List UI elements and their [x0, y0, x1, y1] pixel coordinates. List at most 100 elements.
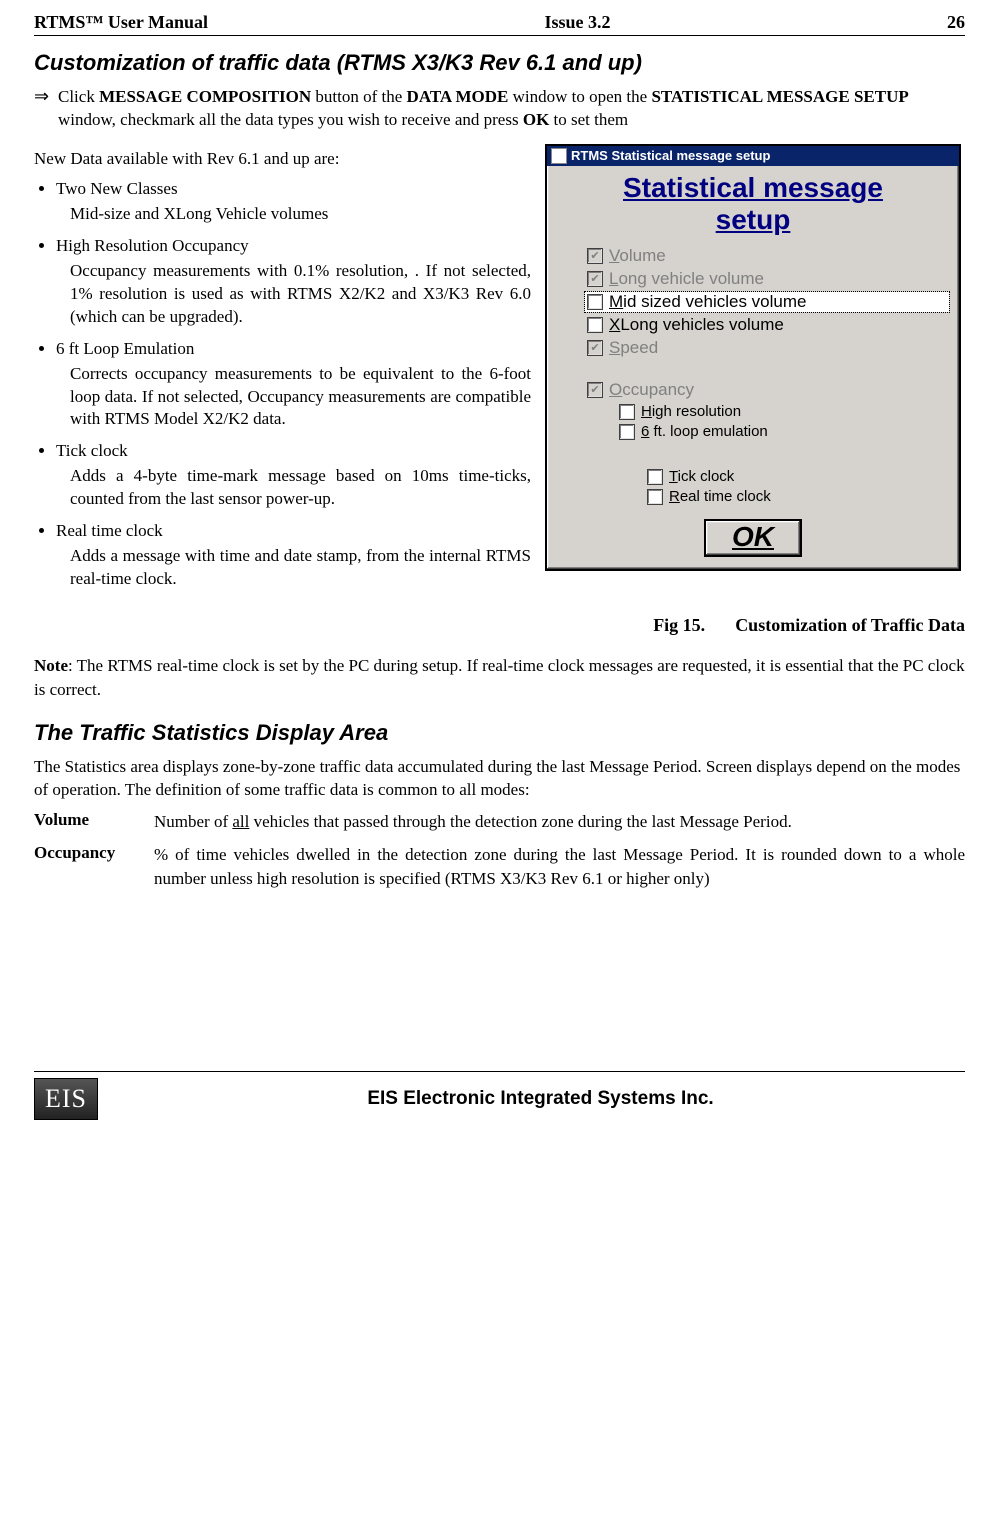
checkbox-icon[interactable]	[647, 489, 663, 505]
header-center: Issue 3.2	[545, 12, 611, 33]
t: V	[609, 246, 619, 265]
t: X	[609, 315, 620, 334]
t: button of the	[311, 87, 406, 106]
t: all	[232, 812, 249, 831]
t: window to open the	[508, 87, 651, 106]
t: Note	[34, 656, 68, 675]
dialog-column: RTMS Statistical message setup Statistic…	[545, 142, 965, 601]
checkbox-volume[interactable]: ✔ Volume	[587, 246, 949, 266]
t: eal time clock	[680, 488, 771, 505]
t: DATA MODE	[407, 87, 509, 106]
checkbox-icon[interactable]	[647, 469, 663, 485]
t: id sized vehicles volume	[623, 292, 806, 311]
t: ft. loop emulation	[649, 423, 767, 440]
intro-line: New Data available with Rev 6.1 and up a…	[34, 148, 531, 171]
t: S	[609, 338, 620, 357]
checkbox-xlong-volume[interactable]: XLong vehicles volume	[587, 315, 949, 335]
def-occupancy: Occupancy % of time vehicles dwelled in …	[34, 843, 965, 891]
t: vehicles that passed through the detecti…	[249, 812, 791, 831]
checkbox-icon[interactable]: ✔	[587, 248, 603, 264]
checkbox-high-resolution[interactable]: High resolution	[619, 403, 949, 420]
checkbox-mid-sized-volume[interactable]: Mid sized vehicles volume	[585, 292, 949, 312]
t: Long vehicles volume	[620, 315, 783, 334]
eis-logo: EIS	[34, 1078, 98, 1120]
t: Adds a message with time and date stamp,…	[70, 545, 531, 591]
t: MESSAGE COMPOSITION	[99, 87, 311, 106]
section-title-customization: Customization of traffic data (RTMS X3/K…	[34, 50, 965, 76]
t: Statistical message	[623, 172, 883, 203]
t: igh resolution	[652, 403, 741, 420]
t: R	[669, 488, 680, 505]
checkbox-speed[interactable]: ✔ Speed	[587, 338, 949, 358]
checkbox-icon[interactable]	[619, 404, 635, 420]
left-column: New Data available with Rev 6.1 and up a…	[34, 142, 531, 601]
t: OK	[523, 110, 549, 129]
page-header: RTMS™ User Manual Issue 3.2 26	[34, 12, 965, 36]
t: Click	[58, 87, 99, 106]
checkbox-icon[interactable]	[619, 424, 635, 440]
t: Mid-size and XLong Vehicle volumes	[70, 203, 531, 226]
t: window, checkmark all the data types you…	[58, 110, 523, 129]
feature-list: Two New Classes Mid-size and XLong Vehic…	[34, 179, 531, 591]
t: to set them	[549, 110, 628, 129]
def-body: Number of all vehicles that passed throu…	[154, 810, 965, 834]
section-title-stats: The Traffic Statistics Display Area	[34, 720, 965, 746]
checkbox-real-time-clock[interactable]: Real time clock	[647, 488, 949, 505]
page-footer: EIS EIS Electronic Integrated Systems In…	[34, 1071, 965, 1134]
figure-caption: Fig 15. Customization of Traffic Data	[34, 615, 965, 636]
footer-text: EIS Electronic Integrated Systems Inc.	[116, 1088, 965, 1110]
instruction-text: Click MESSAGE COMPOSITION button of the …	[58, 86, 965, 132]
ok-button[interactable]: OK	[704, 519, 802, 557]
t: ong vehicle volume	[618, 269, 764, 288]
dialog-titlebar: RTMS Statistical message setup	[547, 146, 959, 166]
t: Occupancy measurements with 0.1% resolut…	[70, 260, 531, 329]
checkbox-icon[interactable]	[587, 317, 603, 333]
t: 6 ft Loop Emulation	[56, 339, 194, 358]
window-icon	[551, 148, 567, 164]
t: : The RTMS real-time clock is set by the…	[34, 656, 965, 699]
t: Fig 15.	[653, 615, 705, 635]
def-body: % of time vehicles dwelled in the detect…	[154, 843, 965, 891]
instruction-line: ⇒ Click MESSAGE COMPOSITION button of th…	[34, 86, 965, 132]
t: setup	[716, 204, 791, 235]
t: Number of	[154, 812, 232, 831]
t: Two New Classes	[56, 179, 178, 198]
checkbox-icon[interactable]: ✔	[587, 340, 603, 356]
t: M	[609, 292, 623, 311]
list-item: Tick clock Adds a 4-byte time-mark messa…	[56, 441, 531, 511]
checkbox-loop-emulation[interactable]: 6 ft. loop emulation	[619, 423, 949, 440]
checkbox-occupancy[interactable]: ✔ Occupancy	[587, 380, 949, 400]
t: olume	[619, 246, 665, 265]
checkbox-icon[interactable]: ✔	[587, 271, 603, 287]
checkbox-long-vehicle-volume[interactable]: ✔ Long vehicle volume	[587, 269, 949, 289]
t: Real time clock	[56, 521, 163, 540]
t: Customization of Traffic Data	[735, 615, 965, 635]
checkbox-icon[interactable]: ✔	[587, 382, 603, 398]
list-item: Real time clock Adds a message with time…	[56, 521, 531, 591]
t: Tick clock	[56, 441, 128, 460]
def-term: Occupancy	[34, 843, 154, 891]
t: High Resolution Occupancy	[56, 236, 249, 255]
t: Corrects occupancy measurements to be eq…	[70, 363, 531, 432]
t: Adds a 4-byte time-mark message based on…	[70, 465, 531, 511]
note: Note: The RTMS real-time clock is set by…	[34, 654, 965, 702]
t: H	[641, 403, 652, 420]
dialog-title: RTMS Statistical message setup	[571, 148, 770, 163]
t: STATISTICAL MESSAGE SETUP	[651, 87, 908, 106]
t: ccupancy	[622, 380, 694, 399]
header-left: RTMS™ User Manual	[34, 12, 208, 33]
list-item: 6 ft Loop Emulation Corrects occupancy m…	[56, 339, 531, 432]
def-term: Volume	[34, 810, 154, 834]
t: ick clock	[678, 468, 735, 485]
stats-intro: The Statistics area displays zone-by-zon…	[34, 756, 965, 802]
checkbox-icon[interactable]	[587, 294, 603, 310]
list-item: High Resolution Occupancy Occupancy meas…	[56, 236, 531, 329]
checkbox-tick-clock[interactable]: Tick clock	[647, 468, 949, 485]
list-item: Two New Classes Mid-size and XLong Vehic…	[56, 179, 531, 226]
header-right: 26	[947, 12, 965, 33]
t: T	[669, 468, 678, 485]
t: peed	[620, 338, 658, 357]
stat-msg-dialog: RTMS Statistical message setup Statistic…	[545, 144, 961, 571]
dialog-heading: Statistical message setup	[557, 172, 949, 236]
t: O	[609, 380, 622, 399]
